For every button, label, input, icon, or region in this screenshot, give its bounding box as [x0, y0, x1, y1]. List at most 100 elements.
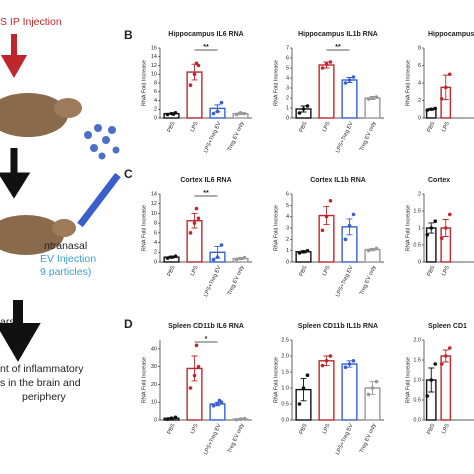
data-point — [242, 111, 247, 116]
data-point — [324, 214, 329, 219]
data-point — [425, 233, 430, 237]
panel: Hippocampus IL1b RNA RNA Fold Increase 0 1 2… — [273, 31, 384, 154]
data-point — [234, 417, 239, 422]
data-point — [297, 111, 302, 115]
y-tick-label: 1.5 — [413, 357, 421, 363]
data-point — [165, 112, 170, 117]
data-point — [351, 359, 356, 363]
y-tick-label: 10 — [151, 72, 157, 78]
arrow — [0, 300, 41, 362]
x-tick-label: Treg EV only — [359, 265, 378, 296]
chart-title: Cortex — [428, 177, 450, 184]
x-tick-label: Treg EV only — [359, 423, 378, 454]
data-point — [192, 221, 197, 225]
data-point — [320, 228, 325, 233]
y-tick-label: 5 — [286, 203, 289, 209]
y-tick-label: 0 — [286, 259, 289, 265]
data-point — [328, 354, 333, 358]
x-tick-label: PBS — [167, 423, 177, 436]
data-point — [219, 100, 224, 105]
data-point — [165, 417, 170, 421]
data-point — [439, 96, 444, 101]
y-axis-label: RNA Fold Increase — [141, 357, 147, 403]
y-tick-label: 4 — [286, 75, 289, 81]
y-tick-label: 0.0 — [413, 417, 421, 423]
data-point — [238, 110, 243, 115]
data-point — [324, 359, 329, 363]
syringe — [77, 172, 121, 228]
data-point — [447, 346, 452, 350]
bar — [318, 64, 335, 119]
diagram-text: s in the brain and — [0, 377, 81, 389]
y-tick-label: 2.0 — [413, 337, 421, 343]
y-tick-label: 1.5 — [413, 208, 421, 214]
data-point — [305, 104, 310, 108]
data-point — [447, 72, 452, 77]
data-point — [305, 248, 310, 253]
panel: Hippocampus IL6 RNA RNA Fold Increase 0 2 4 6… — [141, 31, 252, 154]
y-tick-label: 7 — [286, 45, 289, 51]
data-point — [347, 78, 352, 82]
y-tick-label: 16 — [151, 45, 157, 51]
y-tick-label: 1 — [286, 248, 289, 254]
data-point — [192, 373, 197, 378]
data-point — [425, 108, 430, 112]
y-tick-label: 1 — [286, 105, 289, 111]
data-point — [370, 96, 375, 100]
data-point — [171, 112, 176, 116]
data-point — [328, 60, 333, 64]
y-tick-label: 0 — [154, 417, 157, 423]
y-axis-label: RNA Fold Increase — [405, 205, 411, 251]
y-tick-label: 2 — [418, 191, 421, 197]
data-point — [443, 226, 448, 230]
x-tick-label: Treg EV only — [359, 121, 378, 152]
data-point — [347, 362, 352, 366]
data-point — [443, 85, 448, 90]
x-tick-label: LPS — [441, 121, 451, 133]
data-point — [301, 107, 306, 111]
data-point — [301, 250, 306, 254]
x-tick-label: LPS — [190, 121, 200, 133]
data-point — [447, 212, 452, 217]
y-tick-label: 1 — [418, 225, 421, 231]
y-tick-label: 14 — [151, 191, 157, 197]
data-point — [188, 231, 193, 235]
data-point — [211, 111, 216, 116]
significance-label: ** — [203, 44, 209, 51]
arrow — [0, 148, 31, 199]
y-tick-label: 6 — [154, 230, 157, 236]
y-tick-label: 2 — [154, 107, 157, 113]
y-tick-label: 2.0 — [281, 353, 289, 359]
y-tick-label: 2 — [154, 250, 157, 256]
data-point — [305, 373, 310, 378]
data-point — [196, 216, 201, 221]
rat-head — [52, 219, 76, 237]
y-tick-label: 2 — [286, 95, 289, 101]
y-tick-label: 3 — [286, 85, 289, 91]
y-tick-label: 20 — [151, 382, 157, 388]
data-point — [242, 416, 247, 421]
x-tick-label: LPS — [322, 121, 332, 133]
x-tick-label: Treg EV only — [227, 423, 246, 454]
y-tick-label: 6 — [154, 89, 157, 95]
rat-head — [54, 98, 82, 118]
y-tick-label: 0 — [418, 115, 421, 121]
y-axis-label: RNA Fold Increase — [405, 60, 411, 106]
chart-title: Hippocampus — [428, 31, 474, 38]
data-point — [433, 219, 438, 223]
chart-title: Hippocampus IL1b RNA — [298, 31, 378, 38]
y-tick-label: 12 — [151, 63, 157, 69]
rat — [0, 215, 64, 255]
data-point — [211, 403, 216, 408]
bar — [318, 360, 335, 421]
data-point — [297, 251, 302, 255]
y-tick-label: 8 — [154, 80, 157, 86]
data-point — [343, 365, 348, 370]
data-point — [328, 199, 333, 203]
y-tick-label: 2 — [418, 98, 421, 104]
x-tick-label: LPS — [322, 265, 332, 277]
y-tick-label: 4 — [286, 214, 289, 220]
x-tick-label: LPS+Treg EV — [203, 121, 223, 154]
y-tick-label: 12 — [151, 201, 157, 207]
